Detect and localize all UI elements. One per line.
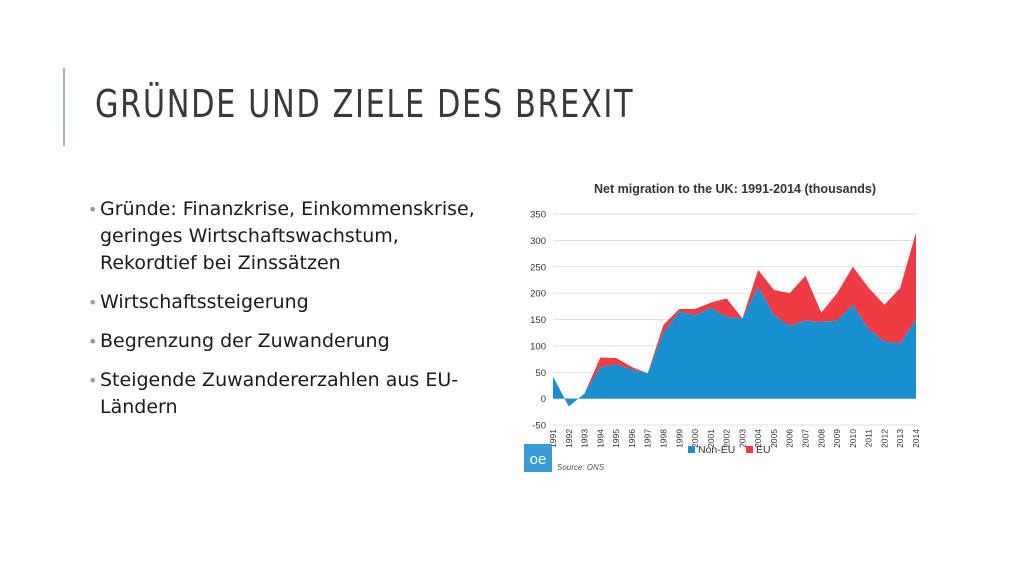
x-tick-label: 2001 xyxy=(706,429,716,448)
x-tick-label: 2006 xyxy=(785,429,795,448)
x-tick-label: 1998 xyxy=(658,429,668,448)
bullet-text: Begrenzung der Zuwanderung xyxy=(100,330,390,352)
chart-title: Net migration to the UK: 1991-2014 (thou… xyxy=(594,182,876,196)
bullet-text: Wirtschaftssteigerung xyxy=(100,291,309,313)
title-accent-bar xyxy=(63,68,65,146)
y-tick-label: 100 xyxy=(530,341,546,352)
legend-swatch-eu xyxy=(746,446,753,453)
x-tick-label: 2008 xyxy=(816,429,826,448)
chart-svg: Net migration to the UK: 1991-2014 (thou… xyxy=(524,182,921,472)
x-tick-label: 1993 xyxy=(580,429,590,448)
x-tick-label: 2014 xyxy=(911,429,921,448)
x-tick-label: 2013 xyxy=(895,429,905,448)
bullet-item: • Steigende Zuwandererzahlen aus EU-Lände… xyxy=(88,367,488,421)
y-tick-label: 250 xyxy=(530,262,546,273)
bullet-text: Gründe: Finanzkrise, Einkommenskrise, ge… xyxy=(100,198,475,274)
migration-chart: Net migration to the UK: 1991-2014 (thou… xyxy=(520,176,930,476)
legend-swatch-non-eu xyxy=(688,446,695,453)
x-tick-label: 2004 xyxy=(753,429,763,448)
legend: Non-EU EU xyxy=(688,444,771,456)
x-tick-label: 2012 xyxy=(879,429,889,448)
ons-logo: oe xyxy=(524,444,552,472)
x-tick-label: 2005 xyxy=(769,429,779,448)
source-note: Source: ONS xyxy=(557,463,605,472)
bullet-item: • Wirtschaftssteigerung xyxy=(88,289,488,316)
x-tick-label: 2003 xyxy=(737,429,747,448)
bullet-item: • Begrenzung der Zuwanderung xyxy=(88,328,488,355)
y-axis-ticks: -50 0 50 100 150 200 250 300 350 xyxy=(530,210,546,432)
x-tick-label: 2011 xyxy=(864,429,874,448)
logo-box xyxy=(524,444,552,472)
y-tick-label: 150 xyxy=(530,315,546,326)
bullet-icon: • xyxy=(88,200,98,219)
bullet-icon: • xyxy=(88,371,98,390)
x-tick-label: 1996 xyxy=(627,429,637,448)
legend-label-eu: EU xyxy=(756,444,771,456)
x-tick-label: 1994 xyxy=(595,429,605,448)
bullet-icon: • xyxy=(88,293,98,312)
x-tick-label: 2000 xyxy=(690,429,700,448)
x-tick-label: 1999 xyxy=(674,429,684,448)
legend-label-non-eu: Non-EU xyxy=(698,444,735,456)
x-tick-label: 2002 xyxy=(722,429,732,448)
chart-areas xyxy=(553,232,916,407)
x-tick-label: 2007 xyxy=(801,429,811,448)
bullet-list: • Gründe: Finanzkrise, Einkommenskrise, g… xyxy=(88,196,488,433)
y-tick-label: 200 xyxy=(530,289,546,300)
x-axis-ticks: 1991 1992 1993 1994 1995 1996 1997 1998 1999 2000… xyxy=(548,429,921,448)
x-tick-label: 2010 xyxy=(848,429,858,448)
x-tick-label: 2009 xyxy=(832,429,842,448)
x-tick-label: 1997 xyxy=(643,429,653,448)
logo-text: oe xyxy=(530,451,547,468)
bullet-text: Steigende Zuwandererzahlen aus EU-Länder… xyxy=(100,369,459,418)
bullet-item: • Gründe: Finanzkrise, Einkommenskrise, g… xyxy=(88,196,488,277)
y-tick-label: 350 xyxy=(530,210,546,221)
y-tick-label: 300 xyxy=(530,236,546,247)
x-tick-label: 1995 xyxy=(611,429,621,448)
y-tick-label: 0 xyxy=(541,394,546,405)
slide-title: GRÜNDE UND ZIELE DES BREXIT xyxy=(95,82,635,126)
series-area-non-eu xyxy=(553,286,916,407)
x-tick-label: 1991 xyxy=(548,429,558,448)
bullet-icon: • xyxy=(88,332,98,351)
y-tick-label: 50 xyxy=(535,368,546,379)
x-tick-label: 1992 xyxy=(564,429,574,448)
y-tick-label: -50 xyxy=(532,421,546,432)
